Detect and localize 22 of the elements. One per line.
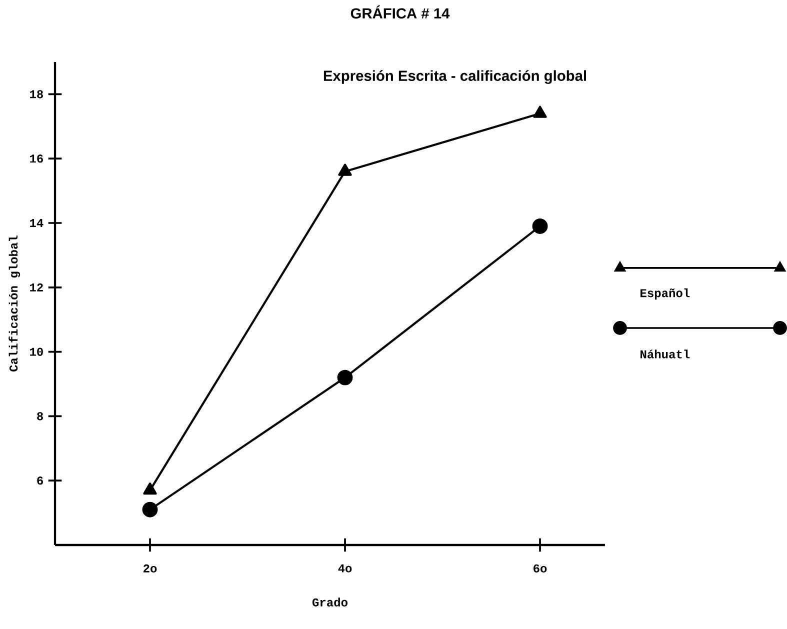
chart-title: GRÁFICA # 14 [350, 5, 450, 19]
y-tick-label: 14 [30, 219, 44, 227]
y-tick-label: 16 [30, 154, 43, 163]
x-axis-title: Grado [312, 598, 348, 606]
text: Español [640, 288, 690, 300]
y-tick-label: 18 [30, 90, 43, 98]
point [142, 502, 158, 518]
y-tick-label: 10 [30, 348, 43, 356]
y-tick-label: 6 [37, 476, 43, 485]
point [143, 482, 157, 495]
point [533, 106, 547, 118]
y-tick-label: 8 [37, 412, 43, 420]
x-tick-label: 6o [534, 564, 547, 573]
point [532, 218, 548, 234]
point [337, 370, 353, 386]
y-tick-label: 12 [30, 283, 43, 292]
point [338, 164, 352, 176]
text: Expresión Escrita - calificación global [324, 70, 586, 84]
y-axis-title: Calificación global [8, 236, 20, 372]
x-tick-label: 4o [338, 564, 352, 572]
text: Náhuatl [640, 350, 690, 358]
x-tick-label: 2o [144, 564, 157, 573]
